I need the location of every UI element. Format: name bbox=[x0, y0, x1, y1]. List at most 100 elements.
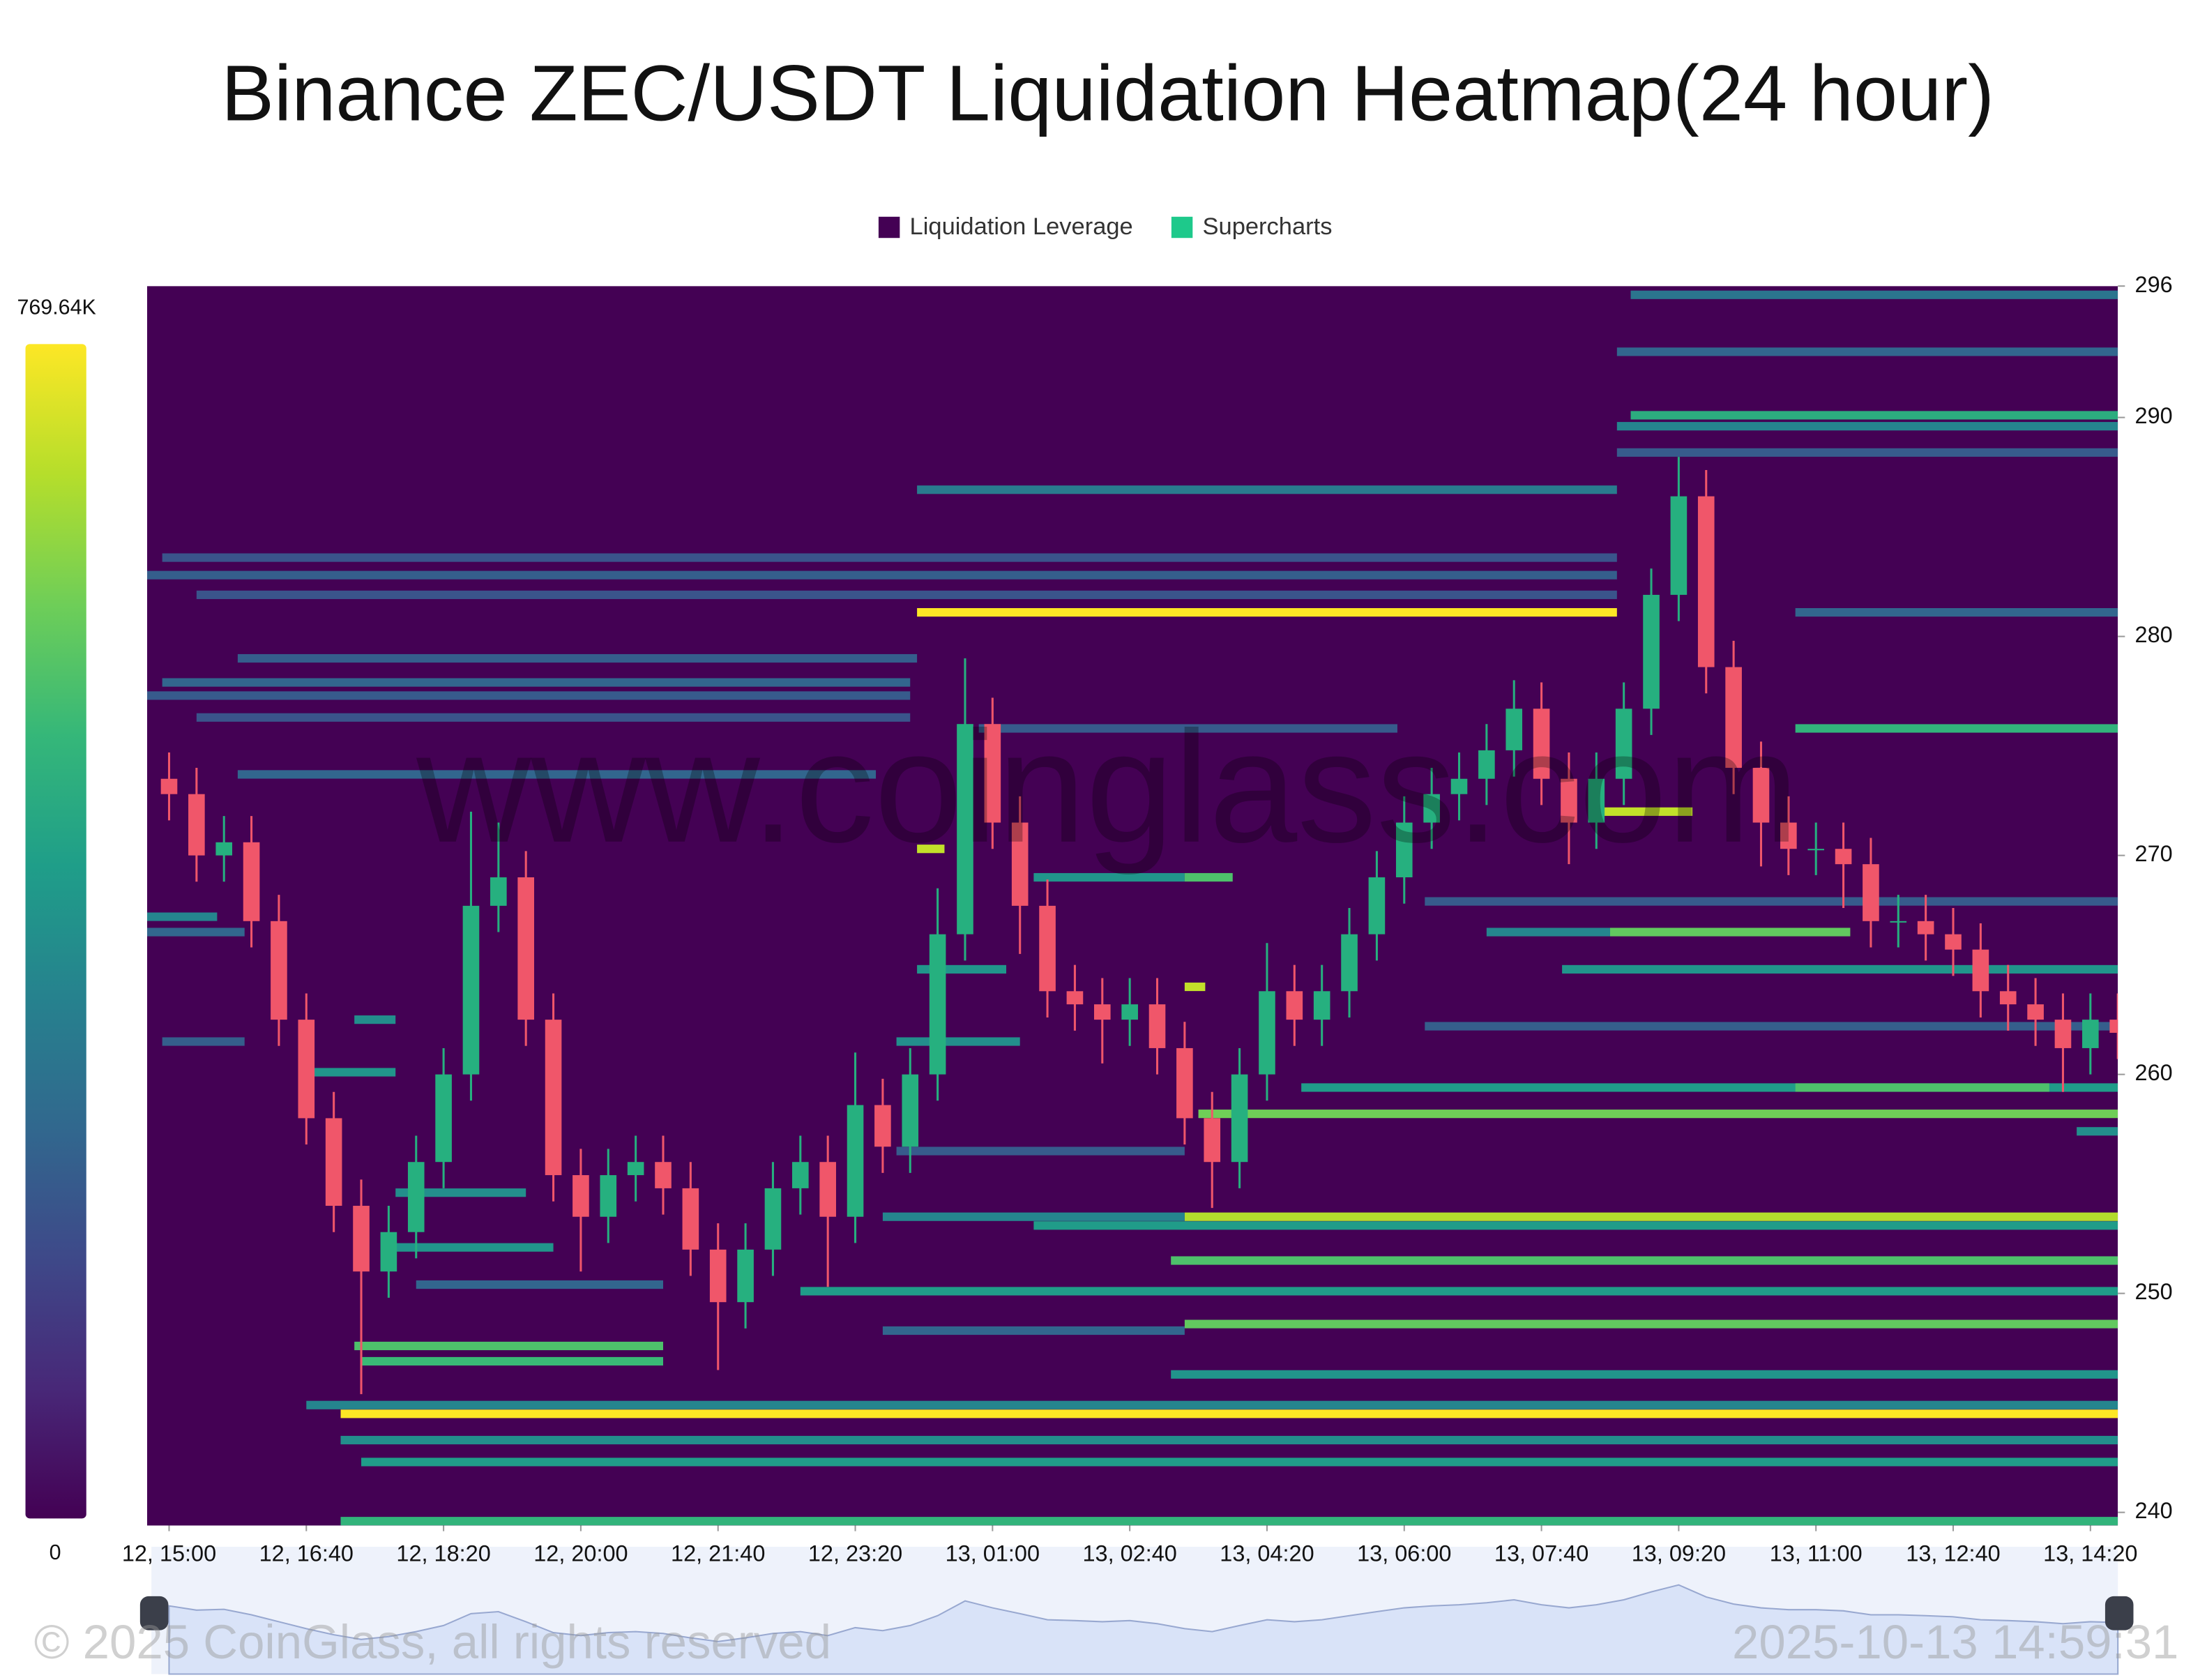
candle-body bbox=[1478, 750, 1495, 779]
liquidation-band bbox=[896, 1147, 1185, 1156]
navigator-area bbox=[168, 1584, 2119, 1675]
liquidation-band bbox=[196, 713, 911, 722]
candle-body bbox=[1423, 794, 1440, 823]
liquidation-band bbox=[1795, 724, 2118, 733]
candle-body bbox=[1835, 849, 1852, 865]
candle-body bbox=[215, 842, 233, 856]
liquidation-band bbox=[978, 724, 1397, 733]
liquidation-band bbox=[147, 570, 1617, 580]
liquidation-band bbox=[162, 553, 1617, 562]
liquidation-band bbox=[2077, 1127, 2118, 1136]
liquidation-band bbox=[1609, 928, 1851, 937]
x-tick-label: 13, 01:00 bbox=[946, 1541, 1040, 1566]
watermark: www.coinglass.com bbox=[416, 699, 1799, 876]
navigator-handle[interactable] bbox=[2104, 1596, 2134, 1630]
candle-body bbox=[435, 1074, 452, 1163]
liquidation-band bbox=[1425, 1022, 2118, 1031]
candle-body bbox=[1066, 991, 1084, 1005]
liquidation-band bbox=[896, 1037, 1020, 1046]
candle-body bbox=[2082, 1020, 2099, 1048]
liquidation-band bbox=[162, 678, 911, 687]
candle-body bbox=[1917, 921, 1934, 934]
legend-label[interactable]: Liquidation Leverage bbox=[910, 213, 1133, 240]
candle-body bbox=[874, 1105, 891, 1147]
candle-body bbox=[1752, 768, 1770, 823]
candle-body bbox=[572, 1175, 589, 1217]
candle-body bbox=[929, 934, 946, 1075]
candle-body bbox=[1121, 1004, 1138, 1020]
candle-body bbox=[545, 1020, 562, 1176]
candle-body bbox=[1588, 778, 1605, 823]
liquidation-band bbox=[1630, 411, 2118, 420]
liquidation-band bbox=[1616, 347, 2118, 356]
liquidation-band bbox=[388, 1243, 554, 1252]
x-tick-label: 13, 09:20 bbox=[1632, 1541, 1726, 1566]
candle-body bbox=[984, 724, 1001, 823]
candle-body bbox=[902, 1074, 919, 1147]
candle-body bbox=[1999, 991, 2017, 1005]
candle-body bbox=[1807, 849, 1825, 851]
liquidation-band bbox=[147, 691, 911, 700]
candle-body bbox=[1533, 709, 1550, 779]
candle-body bbox=[1615, 709, 1632, 779]
candle-body bbox=[1231, 1074, 1248, 1163]
x-tick-label: 13, 04:20 bbox=[1220, 1541, 1314, 1566]
liquidation-band bbox=[1562, 964, 2118, 974]
x-tick-label: 13, 14:20 bbox=[2043, 1541, 2137, 1566]
liquidation-band bbox=[917, 845, 945, 854]
navigator-handle[interactable] bbox=[139, 1596, 169, 1630]
heatmap-background bbox=[147, 286, 2118, 1526]
liquidation-band bbox=[1184, 872, 1233, 882]
liquidation-band bbox=[416, 1280, 664, 1289]
candle-body bbox=[298, 1020, 315, 1119]
candle-body bbox=[737, 1249, 754, 1303]
candle-body bbox=[1313, 991, 1330, 1020]
liquidation-band bbox=[147, 928, 245, 937]
candle-body bbox=[188, 794, 205, 856]
candle-body bbox=[627, 1162, 644, 1176]
candle-body bbox=[271, 921, 287, 1020]
liquidation-band bbox=[147, 912, 218, 921]
liquidation-band bbox=[237, 653, 918, 663]
candle-body bbox=[2054, 1020, 2072, 1048]
liquidation-band bbox=[1616, 422, 2118, 431]
colorbar-label: 0 bbox=[50, 1541, 61, 1564]
candle-body bbox=[325, 1118, 342, 1206]
liquidation-band bbox=[361, 1356, 664, 1366]
liquidation-band bbox=[800, 1287, 2118, 1296]
x-tick-label: 12, 20:00 bbox=[533, 1541, 628, 1566]
timestamp: 2025-10-13 14:59:31 bbox=[1732, 1615, 2178, 1669]
candle-body bbox=[353, 1206, 370, 1272]
candle-body bbox=[792, 1162, 809, 1188]
liquidation-band bbox=[395, 1188, 526, 1197]
liquidation-band bbox=[1630, 290, 2118, 299]
candle-body bbox=[655, 1162, 672, 1188]
candle-body bbox=[462, 905, 480, 1075]
liquidation-band bbox=[1795, 607, 2118, 617]
candle-body bbox=[490, 877, 507, 906]
liquidation-band bbox=[1184, 1212, 2118, 1221]
liquidation-band bbox=[340, 1517, 2118, 1526]
candle-body bbox=[1395, 822, 1413, 878]
legend-label[interactable]: Supercharts bbox=[1203, 213, 1333, 240]
x-tick-label: 13, 07:40 bbox=[1494, 1541, 1588, 1566]
x-tick-label: 12, 23:20 bbox=[808, 1541, 902, 1566]
liquidation-band bbox=[237, 770, 877, 779]
liquidation-band bbox=[1486, 928, 1610, 937]
liquidation-band bbox=[882, 1326, 1185, 1335]
candle-body bbox=[1176, 1047, 1193, 1119]
legend-swatch bbox=[878, 216, 900, 239]
liquidation-band bbox=[1795, 1083, 2049, 1092]
candle-body bbox=[819, 1162, 836, 1217]
colorbar bbox=[25, 344, 86, 1519]
x-tick-label: 12, 18:20 bbox=[396, 1541, 490, 1566]
colorbar-label: 769.64K bbox=[17, 296, 96, 319]
candle-body bbox=[709, 1249, 727, 1303]
liquidation-band bbox=[361, 1458, 2118, 1467]
y-tick-label: 290 bbox=[2135, 403, 2173, 428]
candle-body bbox=[1039, 905, 1056, 992]
liquidation-band bbox=[1171, 1370, 2118, 1379]
liquidation-band bbox=[162, 1037, 245, 1046]
candle-body bbox=[1259, 991, 1275, 1075]
